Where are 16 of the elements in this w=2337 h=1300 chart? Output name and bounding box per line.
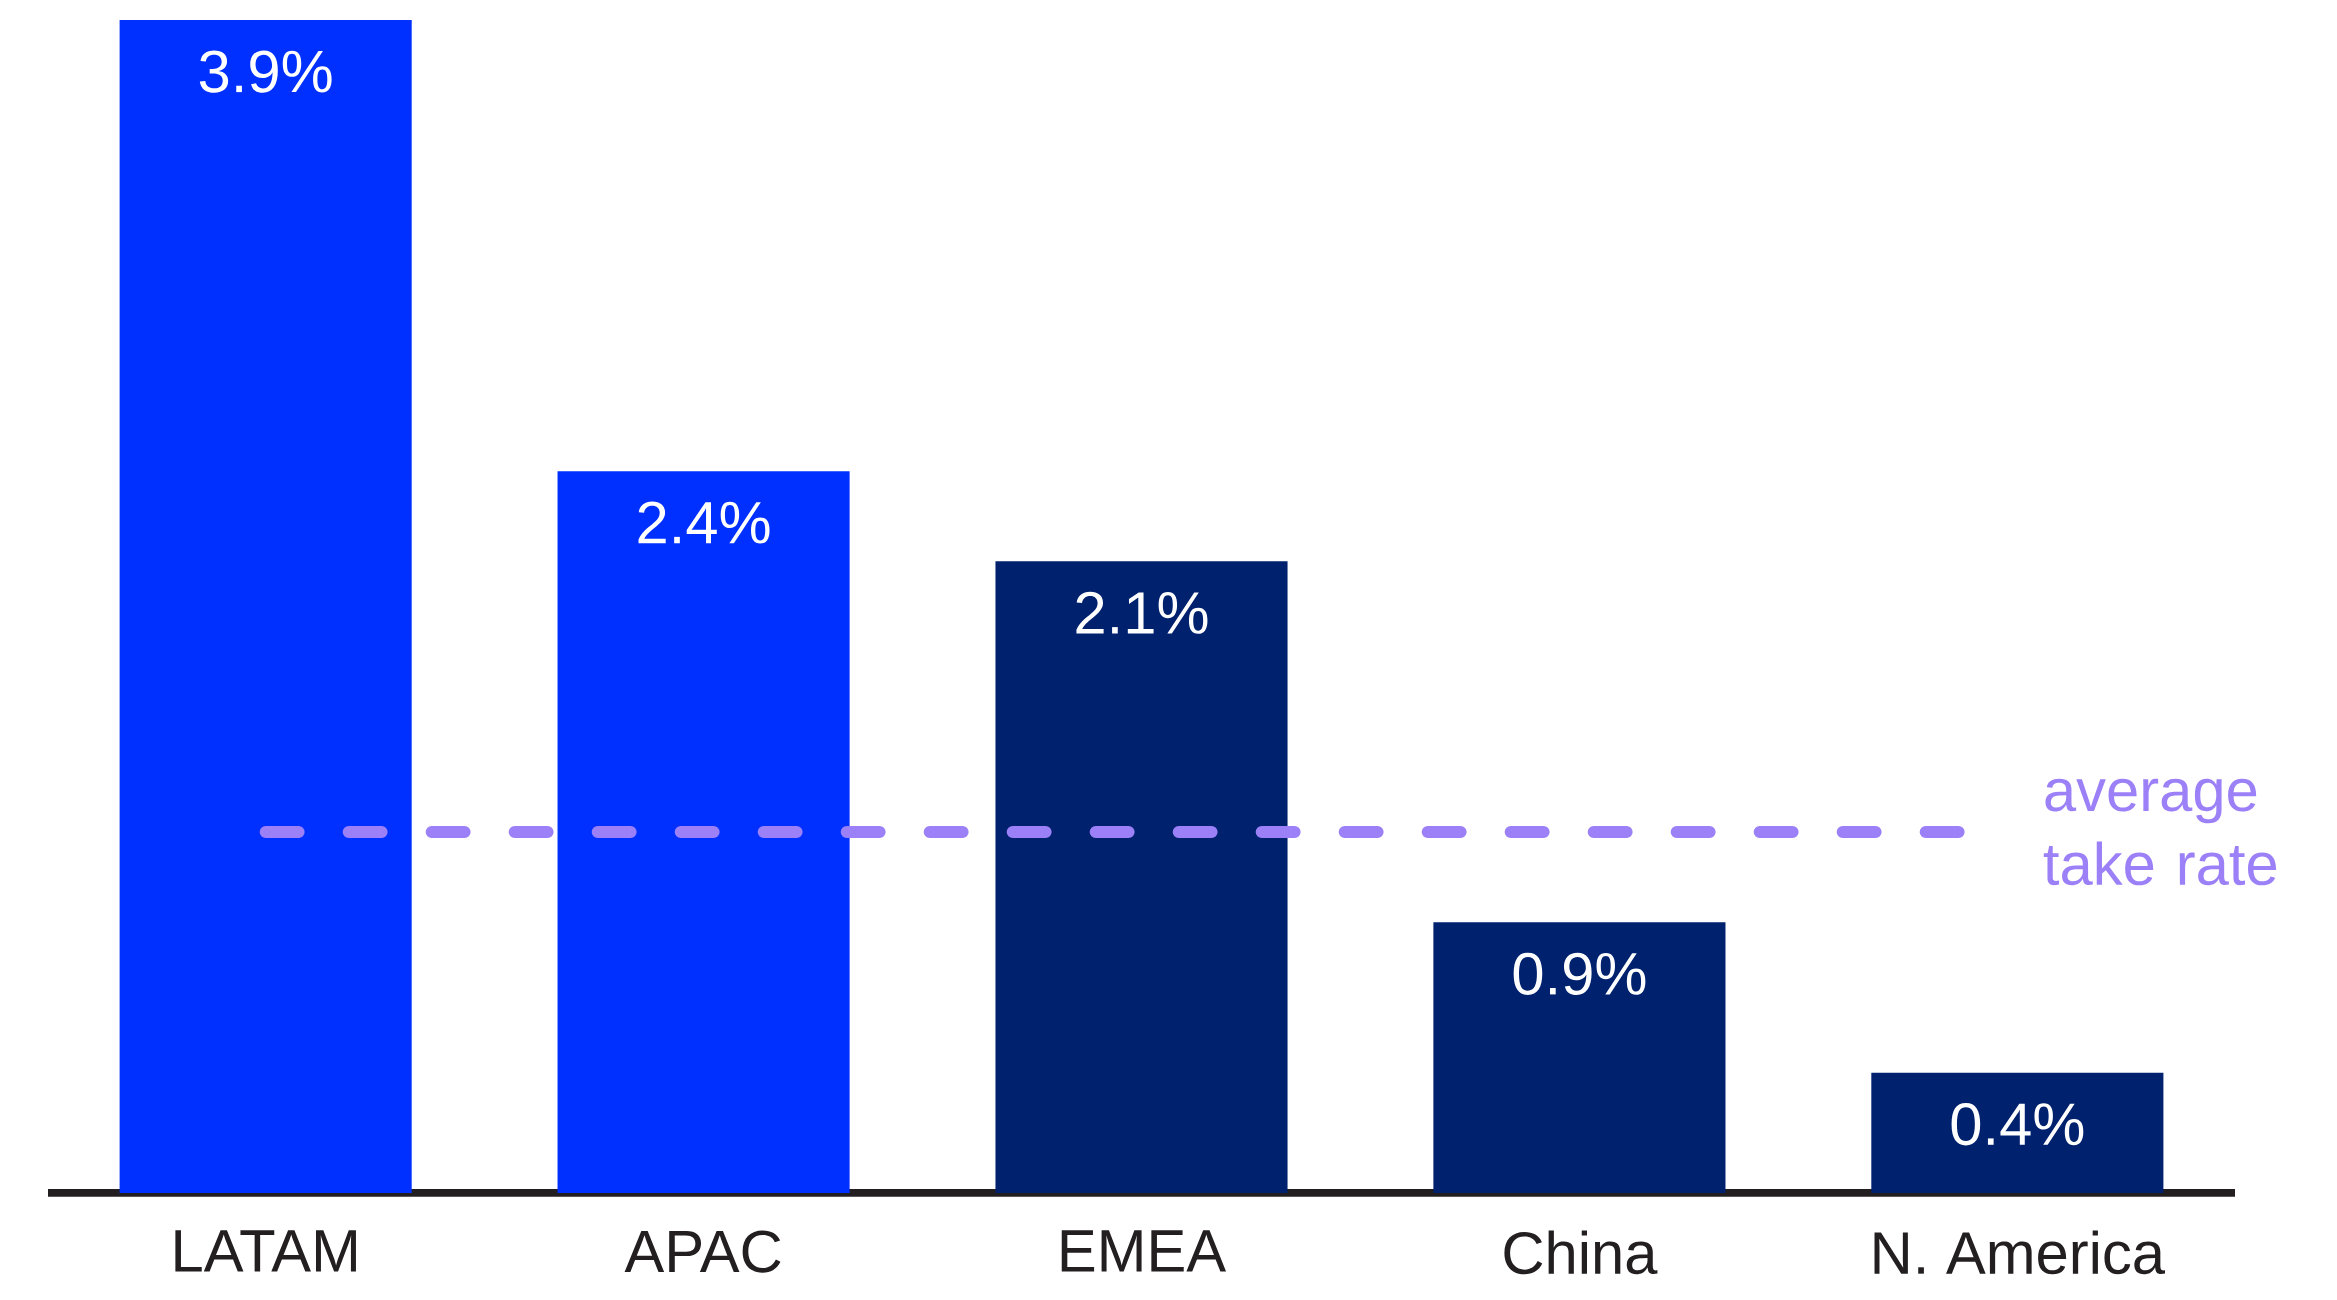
ref-line-label: average take rate — [2043, 778, 2277, 886]
bar — [995, 561, 1288, 1193]
x-tick-label: APAC — [624, 1230, 781, 1273]
bar — [119, 20, 412, 1193]
data-label: 2.1% — [1076, 591, 1208, 634]
bar — [1433, 922, 1726, 1193]
x-tick-label: China — [1504, 1230, 1658, 1275]
bar — [557, 471, 850, 1193]
x-tick-label: EMEA — [1061, 1230, 1227, 1272]
data-label: 0.9% — [1513, 952, 1646, 996]
data-label: 0.4% — [1951, 1103, 2084, 1146]
bar — [1871, 1072, 2164, 1193]
x-tick-label: N. America — [1874, 1230, 2166, 1275]
x-tick-label: LATAM — [175, 1230, 356, 1272]
data-label: 3.9% — [199, 50, 332, 93]
data-label: 2.4% — [638, 501, 770, 544]
